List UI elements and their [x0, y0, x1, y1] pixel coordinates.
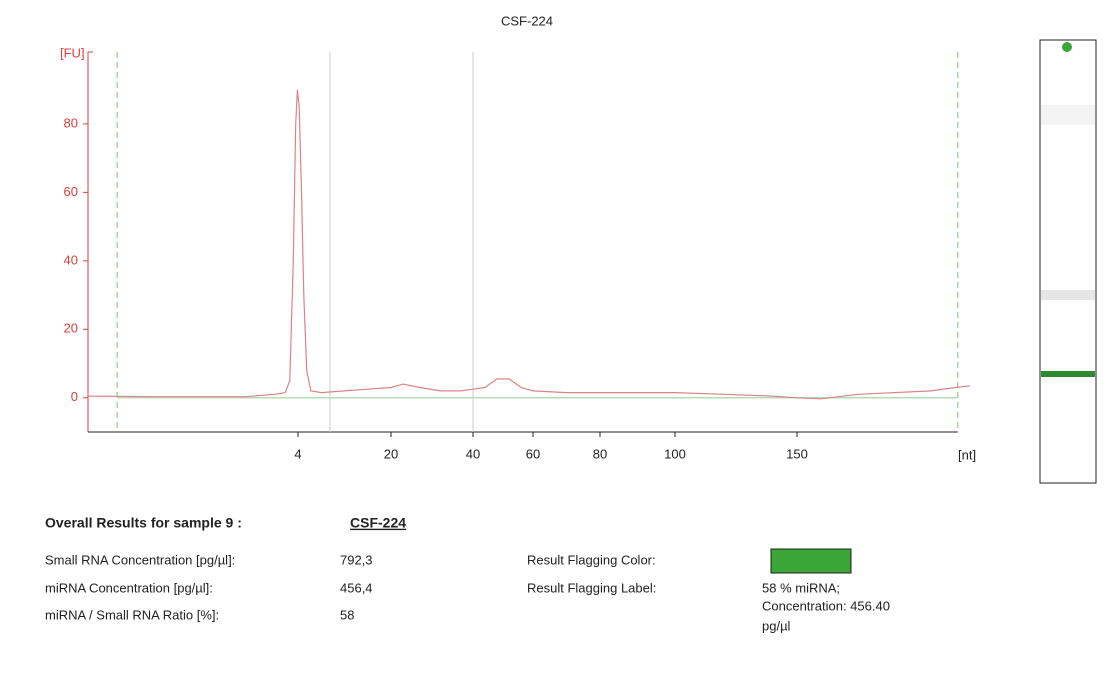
y-tick-label: 20 — [64, 321, 78, 336]
x-tick-label: 4 — [294, 446, 301, 461]
flag-label: pg/µl — [762, 618, 791, 633]
gel-marker — [1062, 42, 1072, 52]
flag-label-label: Result Flagging Label: — [527, 580, 656, 595]
gel-smear — [1041, 105, 1095, 125]
flag-color-swatch — [770, 548, 852, 574]
x-tick-label: 20 — [384, 446, 398, 461]
chart-title: CSF-224 — [501, 13, 553, 28]
gel-smear — [1041, 290, 1095, 300]
y-tick-label: 60 — [64, 184, 78, 199]
results-heading: Overall Results for sample 9 : — [45, 515, 242, 531]
x-tick-label: 100 — [664, 446, 686, 461]
results-sample: CSF-224 — [350, 515, 406, 531]
result-label: miRNA Concentration [pg/µl]: — [45, 580, 213, 595]
gel-band — [1041, 371, 1095, 377]
y-tick-label: 0 — [71, 389, 78, 404]
result-value: 792,3 — [340, 552, 373, 567]
gel-lane — [1039, 39, 1097, 484]
result-label: miRNA / Small RNA Ratio [%]: — [45, 607, 219, 622]
x-tick-label: 150 — [786, 446, 808, 461]
flag-label: Concentration: 456.40 — [762, 598, 890, 613]
x-axis-label: [nt] — [958, 447, 976, 462]
flag-label: 58 % miRNA; — [762, 580, 840, 595]
y-axis-label: [FU] — [60, 45, 85, 60]
y-tick-label: 80 — [64, 115, 78, 130]
flag-color-label: Result Flagging Color: — [527, 552, 656, 567]
y-tick-label: 40 — [64, 252, 78, 267]
result-label: Small RNA Concentration [pg/µl]: — [45, 552, 235, 567]
result-value: 456,4 — [340, 580, 373, 595]
result-value: 58 — [340, 607, 354, 622]
trace — [87, 89, 971, 400]
x-tick-label: 60 — [526, 446, 540, 461]
x-tick-label: 80 — [593, 446, 607, 461]
x-tick-label: 40 — [466, 446, 480, 461]
